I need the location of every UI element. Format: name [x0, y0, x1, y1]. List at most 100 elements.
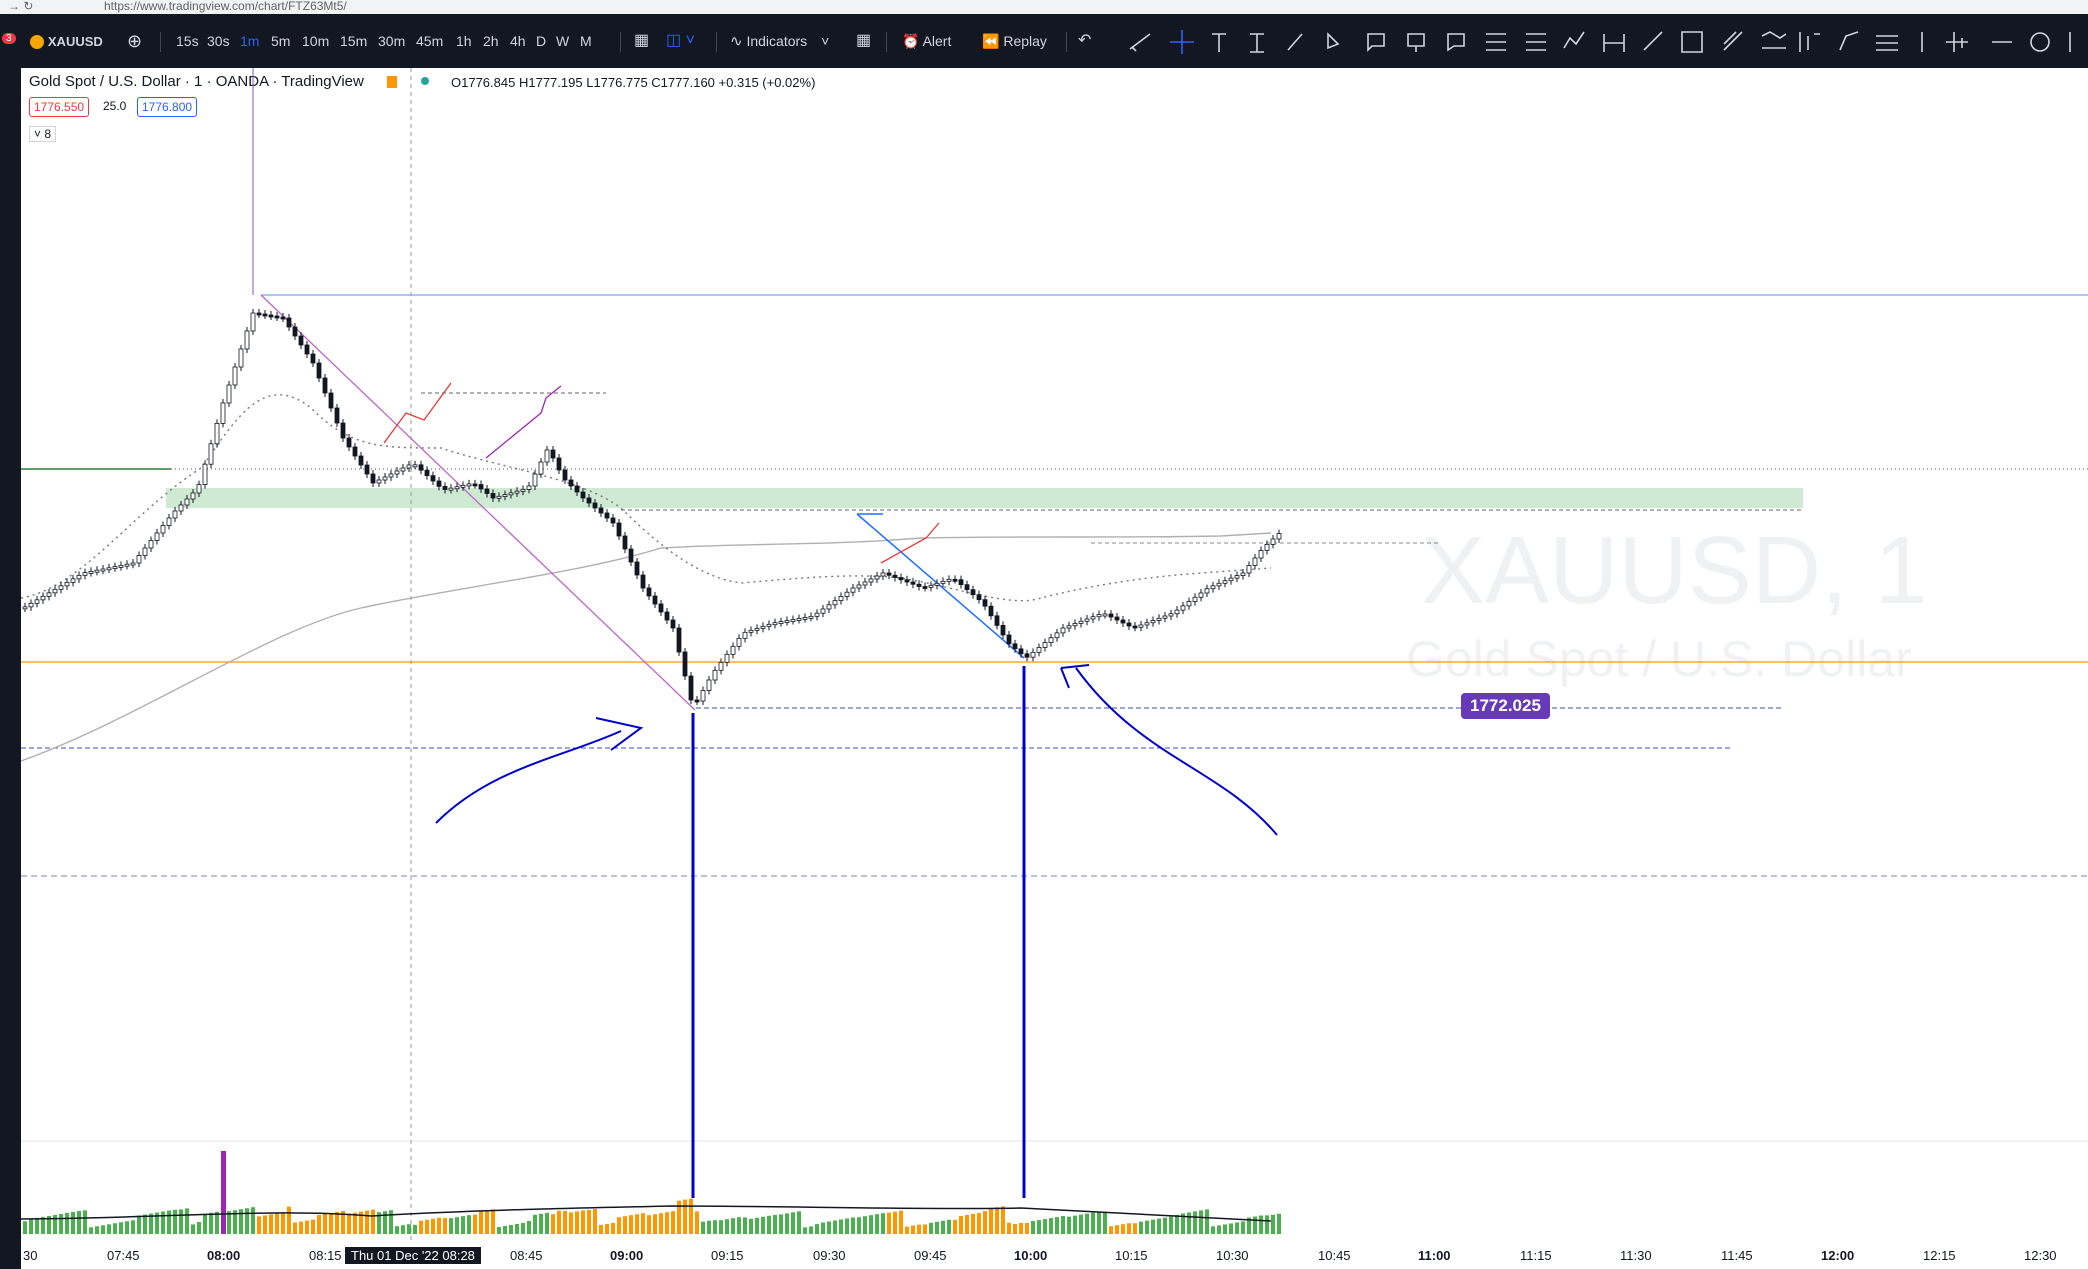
candle-up	[1150, 620, 1156, 624]
indicators-button[interactable]: ∿ Indicators ˅	[730, 28, 829, 54]
interval-10m[interactable]: 10m	[302, 33, 330, 49]
volume-bar	[1271, 1214, 1275, 1234]
browser-nav-icons[interactable]: → ↻	[8, 0, 34, 13]
indicators-icon: ∿	[730, 33, 743, 50]
volume-bar	[269, 1214, 273, 1234]
interval-15m[interactable]: 15m	[340, 33, 368, 49]
interval-4h[interactable]: 4h	[510, 33, 526, 49]
candle-down	[652, 595, 658, 605]
volume-bar	[965, 1215, 969, 1234]
candle-down	[598, 507, 604, 514]
interval-m[interactable]: M	[580, 33, 592, 49]
candle-up	[28, 602, 34, 608]
candle-down	[364, 464, 370, 475]
interval-w[interactable]: W	[556, 33, 570, 49]
toolbar-divider	[1066, 32, 1067, 52]
menu-icon[interactable]: 3	[2, 24, 16, 50]
flag-icon[interactable]	[387, 76, 397, 88]
candle-up	[448, 487, 454, 491]
volume-bar	[479, 1211, 483, 1234]
candle-up	[760, 625, 766, 629]
volume-bar	[1217, 1225, 1221, 1234]
undo-icon[interactable]: ↶	[1078, 32, 1092, 49]
candle-down	[976, 594, 982, 601]
alert-button[interactable]: ⏰ Alert	[902, 28, 951, 54]
toolbar-divider	[160, 32, 161, 52]
candle-down	[340, 422, 346, 439]
volume-bar	[1259, 1215, 1263, 1234]
candle-up	[1036, 647, 1042, 653]
volume-bar	[755, 1217, 759, 1234]
candle-up	[1054, 632, 1060, 639]
volume-bar	[1019, 1223, 1023, 1234]
bars-style-icon[interactable]: ◫ ˅	[666, 32, 695, 49]
candle-up	[400, 467, 406, 472]
interval-30s[interactable]: 30s	[207, 33, 230, 49]
market-status-icon[interactable]	[421, 77, 429, 85]
volume-bar	[557, 1210, 561, 1234]
candle-down	[1132, 625, 1138, 629]
chart-type-icon[interactable]: ▦	[634, 32, 650, 49]
chart-pane[interactable]: Gold Spot / U.S. Dollar · 1 · OANDA · Tr…	[21, 68, 2088, 1269]
candle-up	[466, 483, 472, 487]
time-label: 12:00	[1821, 1248, 1855, 1263]
volume-bar	[293, 1222, 297, 1234]
volume-bar	[347, 1213, 351, 1234]
volume-bar	[65, 1212, 69, 1234]
volume-bar	[839, 1219, 843, 1234]
symbol-search-button[interactable]: XAUUSD	[30, 28, 103, 54]
candle-down	[286, 317, 292, 328]
time-label: 11:30	[1620, 1248, 1652, 1263]
interval-2h[interactable]: 2h	[483, 33, 499, 49]
volume-bar	[851, 1217, 855, 1234]
volume-bar	[227, 1211, 231, 1234]
candle-up	[388, 473, 394, 478]
candle-up	[766, 623, 772, 627]
price-label-tag[interactable]: 1772.025	[1461, 693, 1550, 719]
candle-up	[1066, 625, 1072, 629]
candle-up	[58, 585, 64, 590]
price-chart-svg[interactable]	[21, 68, 2088, 1269]
buy-button[interactable]: 1776.800	[137, 97, 198, 117]
replay-button[interactable]: ⏪ Replay	[982, 28, 1047, 54]
candle-down	[904, 579, 910, 583]
volume-bar	[407, 1224, 411, 1234]
volume-bar	[803, 1227, 807, 1234]
candle-down	[310, 353, 316, 364]
candle-up	[508, 492, 514, 496]
interval-45m[interactable]: 45m	[416, 33, 444, 49]
candle-up	[1228, 577, 1234, 582]
sell-button[interactable]: 1776.550	[29, 97, 90, 117]
candle-up	[1270, 538, 1276, 545]
volume-bar	[35, 1217, 39, 1234]
indicators-toggle[interactable]: ˅ 8	[29, 126, 57, 142]
volume-bar	[1097, 1211, 1101, 1234]
interval-5m[interactable]: 5m	[271, 33, 291, 49]
interval-d[interactable]: D	[536, 33, 547, 49]
candle-down	[550, 449, 556, 459]
candle-down	[664, 611, 670, 621]
interval-30m[interactable]: 30m	[378, 33, 406, 49]
volume-bar	[509, 1224, 513, 1234]
interval-1m[interactable]: 1m	[240, 33, 260, 49]
drawing-tools-icons[interactable]	[0, 14, 2088, 68]
interval-15s[interactable]: 15s	[176, 33, 199, 49]
compare-symbol-icon[interactable]: ⊕	[127, 31, 143, 51]
time-axis[interactable]: 30 07:45 08:00 08:15 Thu 01 Dec '22 08:2…	[21, 1242, 2088, 1269]
candle-down	[1012, 643, 1018, 650]
volume-bar	[275, 1213, 279, 1234]
watermark-name: Gold Spot / U.S. Dollar	[1406, 631, 1912, 687]
candle-up	[1204, 588, 1210, 594]
volume-bar	[1175, 1214, 1179, 1234]
candle-up	[1138, 624, 1144, 628]
candle-up	[940, 580, 946, 584]
volume-bar	[1007, 1222, 1011, 1234]
volume-bar	[101, 1225, 105, 1234]
volume-bar	[1229, 1223, 1233, 1234]
candle-up	[526, 485, 532, 490]
layouts-grid-icon[interactable]: ▦	[856, 32, 872, 49]
volume-bar	[623, 1216, 627, 1234]
browser-url[interactable]: https://www.tradingview.com/chart/FTZ63M…	[104, 0, 347, 13]
interval-1h[interactable]: 1h	[456, 33, 472, 49]
volume-bar	[767, 1215, 771, 1234]
